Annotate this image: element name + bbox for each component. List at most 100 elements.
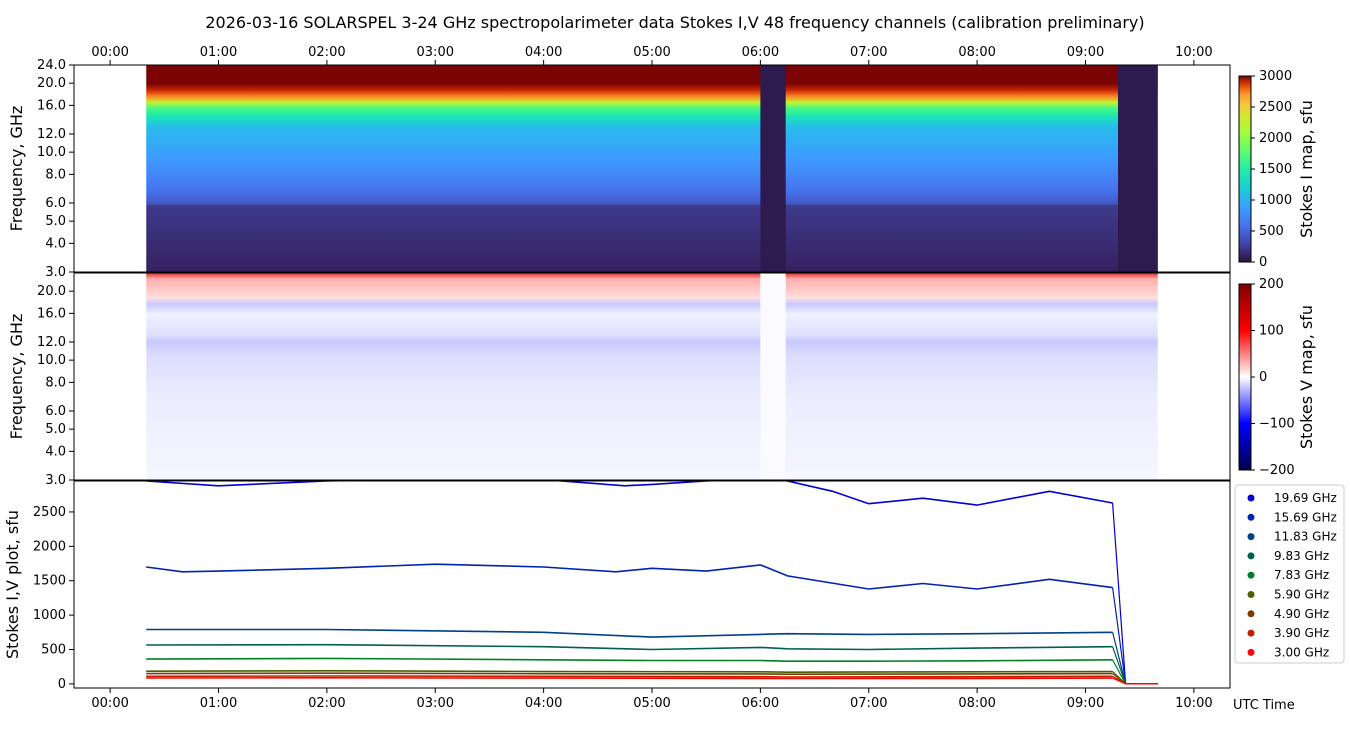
x-tick-label: 09:00 [1067, 696, 1104, 711]
y-tick-label: 8.0 [45, 375, 66, 390]
x-tick-label-top: 02:00 [308, 45, 345, 60]
legend-label: 4.90 GHz [1274, 607, 1329, 621]
x-tick-label: 03:00 [417, 696, 454, 711]
legend-label: 7.83 GHz [1274, 568, 1329, 582]
colorbar-tick-label: 3000 [1259, 69, 1292, 84]
legend-label: 9.83 GHz [1274, 549, 1329, 563]
x-tick-label: 04:00 [525, 696, 562, 711]
legend-marker [1247, 610, 1255, 618]
x-tick-label: 05:00 [633, 696, 670, 711]
colorbar-tick-label: 500 [1259, 224, 1284, 239]
series-line-9-83-GHz [146, 643, 1113, 651]
stokes-i-data-gap-0 [760, 65, 786, 272]
stokes-v-colorbar-scale [1238, 283, 1252, 471]
x-tick-label-top: 09:00 [1067, 45, 1104, 60]
y-tick-label: 5.0 [45, 422, 66, 437]
colorbar-tick-label: −200 [1259, 463, 1295, 478]
y-tick-label: 4.0 [45, 236, 66, 251]
y-tick-label: 24.0 [37, 58, 66, 73]
legend-marker [1247, 591, 1255, 598]
colorbar-tick-label: 1500 [1259, 162, 1292, 177]
series-line-4-90-GHz [146, 672, 1113, 676]
colorbar-tick-label: 0 [1259, 370, 1267, 385]
legend-box [1234, 484, 1345, 664]
x-tick-label: 02:00 [308, 696, 345, 711]
series-line-11-83-GHz [146, 628, 1113, 638]
y-tick-label: 20.0 [37, 76, 66, 91]
series-line-5-90-GHz [146, 669, 1113, 674]
x-tick-label: 00:00 [91, 696, 128, 711]
series-line-19-69-GHz [146, 481, 1113, 506]
y-tick-label: 500 [41, 642, 66, 657]
x-tick-label-top: 03:00 [417, 45, 454, 60]
x-axis-label: UTC Time [1233, 698, 1295, 713]
y-tick-label: 6.0 [45, 196, 66, 211]
legend-label: 15.69 GHz [1274, 510, 1337, 524]
legend-marker [1247, 494, 1255, 502]
series-line-15-69-GHz [146, 563, 1113, 590]
y-tick-label: 12.0 [37, 127, 66, 142]
x-tick-label-top: 07:00 [850, 45, 887, 60]
x-tick-label-top: 01:00 [200, 45, 237, 60]
x-tick-label: 01:00 [200, 696, 237, 711]
stokes-i-heatmap [146, 65, 1158, 272]
legend-marker [1247, 552, 1255, 560]
stokes-v-colorbar-label: Stokes V map, sfu [1297, 305, 1316, 449]
x-tick-label-top: 00:00 [91, 45, 128, 60]
y-tick-label: 12.0 [37, 335, 66, 350]
x-tick-label-top: 08:00 [958, 45, 995, 60]
legend-label: 11.83 GHz [1274, 530, 1337, 544]
y-tick-label: 8.0 [45, 167, 66, 182]
series-falloff [1112, 677, 1158, 685]
stokes-i-data-gap-1 [1118, 65, 1158, 272]
legend-marker [1247, 513, 1255, 521]
chart-title: 2026-03-16 SOLARSPEL 3-24 GHz spectropol… [205, 13, 1144, 32]
legend-marker [1247, 571, 1255, 579]
y-tick-label: 16.0 [37, 98, 66, 113]
y-tick-label: 10.0 [37, 145, 66, 160]
series-line-7-83-GHz [146, 657, 1113, 662]
stokes-iv-line-panel: 0 500 1000 1500 2000 2500 Stokes I,V plot, sfu… [3, 480, 1231, 711]
y-axis-label: Stokes I,V plot, sfu [3, 510, 22, 659]
legend: 19.69 GHz 15.69 GHz 11.83 GHz 9.83 GHz 7.83 … [1234, 484, 1345, 664]
stokes-i-colorbar-scale [1238, 75, 1252, 263]
stokes-v-data-gap [760, 273, 786, 480]
legend-label: 3.00 GHz [1274, 645, 1329, 659]
x-tick-label-top: 04:00 [525, 45, 562, 60]
y-axis-label: Frequency, GHz [7, 106, 26, 232]
colorbar-tick-label: 0 [1259, 255, 1267, 270]
stokes-i-panel: 3.0 4.0 5.0 6.0 8.0 10.0 12.0 16.0 20.0 24.0 Frequ… [7, 45, 1231, 280]
colorbar-tick-label: 2500 [1259, 100, 1292, 115]
colorbar-tick-label: 2000 [1259, 131, 1292, 146]
y-tick-label: 1500 [33, 574, 66, 589]
colorbar-tick-label: 1000 [1259, 193, 1292, 208]
line-plot-frame [73, 480, 1231, 689]
y-tick-label: 6.0 [45, 404, 66, 419]
legend-marker [1247, 533, 1255, 541]
x-tick-label: 10:00 [1175, 696, 1212, 711]
x-tick-label-top: 06:00 [742, 45, 779, 60]
x-tick-label: 07:00 [850, 696, 887, 711]
x-tick-label-top: 10:00 [1175, 45, 1212, 60]
colorbar-tick-label: 100 [1259, 324, 1284, 339]
y-tick-label: 20.0 [37, 284, 66, 299]
legend-label: 5.90 GHz [1274, 588, 1329, 602]
y-tick-label: 2500 [33, 505, 66, 520]
colorbar-tick-label: 200 [1259, 277, 1284, 292]
stokes-i-colorbar-label: Stokes I map, sfu [1297, 100, 1316, 238]
y-tick-label: 10.0 [37, 353, 66, 368]
y-tick-label: 3.0 [45, 265, 66, 280]
y-axis-label: Frequency, GHz [7, 314, 26, 440]
stokes-v-panel: 3.0 4.0 5.0 6.0 8.0 10.0 12.0 16.0 20.0 Frequency… [7, 272, 1231, 488]
x-tick-label-top: 05:00 [633, 45, 670, 60]
y-tick-label: 0 [58, 677, 66, 692]
series-line-3-00-GHz [146, 676, 1113, 680]
legend-label: 19.69 GHz [1274, 491, 1337, 505]
x-tick-label: 06:00 [742, 696, 779, 711]
stokes-v-heatmap [146, 273, 1158, 480]
series-group [146, 481, 1158, 685]
y-tick-label: 5.0 [45, 214, 66, 229]
y-tick-label: 3.0 [45, 473, 66, 488]
y-tick-label: 2000 [33, 539, 66, 554]
